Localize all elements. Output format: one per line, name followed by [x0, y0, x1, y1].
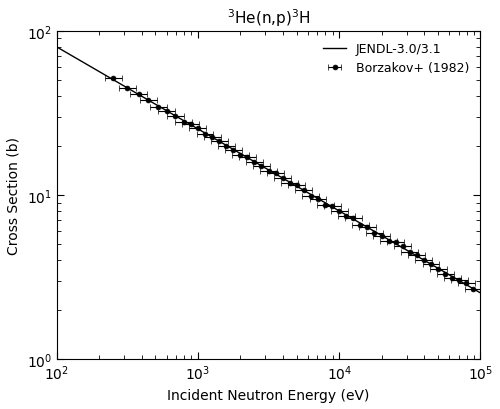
Title: $^{3}$He(n,p)$^{3}$H: $^{3}$He(n,p)$^{3}$H	[226, 7, 310, 29]
Line: JENDL-3.0/3.1: JENDL-3.0/3.1	[56, 48, 480, 293]
JENDL-3.0/3.1	[255, 162, 261, 167]
JENDL-3.0/3.1	[401, 247, 407, 252]
JENDL-3.0/3.1	[258, 163, 264, 168]
JENDL-3.0/3.1	[468, 285, 473, 290]
Legend: JENDL-3.0/3.1, Borzakov+ (1982): JENDL-3.0/3.1, Borzakov+ (1982)	[318, 38, 474, 80]
JENDL-3.0/3.1	[478, 291, 484, 296]
X-axis label: Incident Neutron Energy (eV): Incident Neutron Energy (eV)	[168, 388, 370, 402]
Y-axis label: Cross Section (b): Cross Section (b)	[7, 137, 21, 254]
JENDL-3.0/3.1	[283, 178, 289, 183]
JENDL-3.0/3.1	[54, 45, 60, 50]
JENDL-3.0/3.1	[306, 191, 312, 196]
